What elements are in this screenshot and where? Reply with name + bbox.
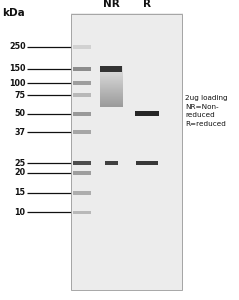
Text: 150: 150 — [9, 64, 26, 74]
Text: 37: 37 — [15, 128, 26, 136]
Text: kDa: kDa — [2, 8, 25, 17]
Bar — [71, 14, 182, 290]
Text: 20: 20 — [14, 169, 26, 178]
Text: 2ug loading
NR=Non-
reduced
R=reduced: 2ug loading NR=Non- reduced R=reduced — [185, 95, 228, 127]
Text: 50: 50 — [15, 109, 26, 118]
Text: 100: 100 — [9, 79, 26, 88]
Bar — [73, 161, 91, 165]
Text: NR: NR — [103, 0, 120, 9]
Bar — [100, 66, 122, 72]
Text: 75: 75 — [15, 91, 26, 100]
Text: R: R — [143, 0, 151, 9]
Text: 10: 10 — [15, 208, 26, 217]
Bar — [73, 211, 91, 214]
Bar — [73, 82, 91, 85]
Bar — [73, 93, 91, 97]
Bar — [135, 111, 159, 116]
Bar — [73, 67, 91, 71]
Bar — [136, 161, 158, 165]
Bar — [73, 171, 91, 175]
Text: 250: 250 — [9, 42, 26, 51]
Bar — [73, 191, 91, 195]
Bar — [73, 112, 91, 116]
Text: 15: 15 — [15, 188, 26, 197]
Bar — [73, 45, 91, 49]
Text: 25: 25 — [14, 158, 26, 167]
Bar — [104, 161, 118, 165]
Bar — [73, 130, 91, 134]
